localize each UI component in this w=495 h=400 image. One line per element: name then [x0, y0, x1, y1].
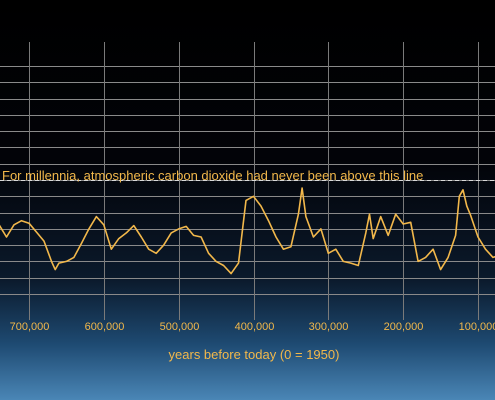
threshold-annotation: For millennia, atmospheric carbon dioxid… [2, 168, 423, 183]
x-axis-label: years before today (0 = 1950) [169, 347, 340, 362]
x-tick-label: 200,000 [384, 321, 424, 333]
co2-series-line [0, 187, 495, 275]
x-tick-label: 700,000 [10, 321, 50, 333]
x-tick-label: 500,000 [160, 321, 200, 333]
horizontal-gridlines [0, 66, 495, 295]
x-tick-label: 100,000 [459, 321, 495, 333]
x-tick-label: 300,000 [309, 321, 349, 333]
x-tick-labels: 700,000 600,000 500,000 400,000 300,000 200,0… [10, 321, 495, 333]
x-tick-label: 400,000 [235, 321, 275, 333]
x-tick-label: 600,000 [85, 321, 125, 333]
